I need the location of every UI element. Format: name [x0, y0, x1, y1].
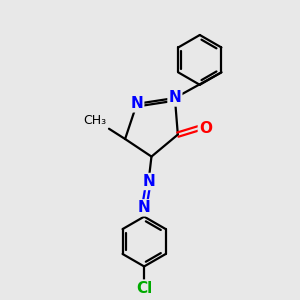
- Text: CH₃: CH₃: [83, 114, 106, 127]
- Text: N: N: [130, 96, 143, 111]
- Text: N: N: [169, 91, 181, 106]
- Text: N: N: [138, 200, 151, 215]
- Text: Cl: Cl: [136, 280, 152, 296]
- Text: N: N: [142, 174, 155, 189]
- Text: O: O: [199, 121, 212, 136]
